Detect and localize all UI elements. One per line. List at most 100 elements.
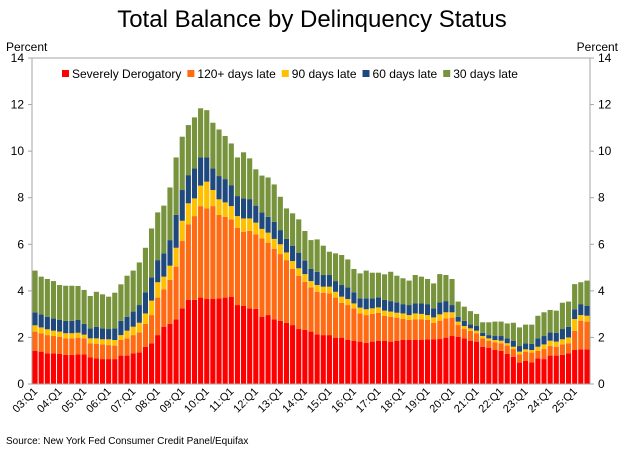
bar-segment-120-days-late	[510, 349, 516, 357]
bar-segment-30-days-late	[283, 208, 290, 239]
bar-segment-60-days-late	[259, 212, 265, 229]
bar-segment-30-days-late	[240, 152, 247, 199]
bar-segment-120-days-late	[461, 329, 467, 339]
bar-segment-severely-derogatory	[302, 329, 308, 384]
bar-segment-60-days-late	[400, 304, 406, 314]
bar-segment-90-days-late	[449, 312, 455, 318]
bar-segment-severely-derogatory	[57, 353, 63, 384]
bar-segment-90-days-late	[99, 339, 106, 345]
bar-segment-120-days-late	[167, 279, 173, 324]
bar-segment-60-days-late	[253, 205, 259, 223]
bar-segment-120-days-late	[32, 331, 38, 351]
x-tick-label: 17:Q1	[354, 386, 384, 416]
bar-segment-120-days-late	[547, 346, 553, 356]
bar-segment-30-days-late	[32, 270, 38, 313]
bar-segment-30-days-late	[222, 136, 228, 180]
bar-segment-120-days-late	[93, 343, 99, 359]
x-tick-label: 10:Q1	[182, 386, 212, 416]
bar-segment-90-days-late	[529, 350, 535, 353]
bar-segment-30-days-late	[388, 271, 394, 302]
bar-segment-60-days-late	[283, 238, 290, 253]
bar-segment-severely-derogatory	[81, 354, 87, 384]
bar-segment-60-days-late	[363, 298, 369, 310]
bar-segment-60-days-late	[412, 303, 418, 314]
bar-segment-120-days-late	[185, 224, 191, 300]
bar-segment-severely-derogatory	[510, 356, 516, 384]
y-tick-label-left: 8	[17, 191, 24, 205]
bar-segment-90-days-late	[492, 339, 498, 343]
legend-label: Severely Derogatory	[72, 67, 181, 81]
y-tick-label-right: 12	[598, 98, 612, 112]
bar-segment-90-days-late	[553, 341, 559, 347]
bar-segment-60-days-late	[167, 240, 173, 266]
bar-segment-severely-derogatory	[32, 350, 38, 384]
bar-segment-90-days-late	[75, 332, 81, 338]
x-tick-label: 25:Q1	[550, 386, 580, 416]
source-note: Source: New York Fed Consumer Credit Pan…	[6, 436, 248, 447]
bar-segment-30-days-late	[351, 268, 357, 293]
bar-segment-90-days-late	[173, 247, 179, 267]
bar-segment-90-days-late	[339, 296, 345, 303]
bar-segment-60-days-late	[290, 245, 296, 262]
bar-segment-120-days-late	[173, 266, 179, 320]
bar-segment-60-days-late	[271, 221, 277, 239]
bar-segment-30-days-late	[455, 301, 461, 317]
bar-segment-120-days-late	[437, 320, 443, 340]
bar-segment-60-days-late	[529, 343, 535, 351]
bar-segment-severely-derogatory	[253, 308, 259, 384]
bar-segment-120-days-late	[443, 318, 449, 338]
bar-segment-severely-derogatory	[204, 299, 210, 384]
bar-segment-severely-derogatory	[553, 355, 559, 384]
bar-segment-120-days-late	[504, 345, 510, 354]
bar-segment-120-days-late	[449, 317, 455, 337]
legend-label: 30 days late	[453, 67, 518, 81]
bar-segment-severely-derogatory	[332, 337, 339, 384]
bar-segment-severely-derogatory	[467, 340, 473, 384]
bar-segment-90-days-late	[198, 185, 204, 207]
bar-segment-30-days-late	[510, 322, 516, 341]
bar-segment-120-days-late	[283, 260, 290, 323]
bar-segment-90-days-late	[547, 340, 553, 347]
bar-segment-30-days-late	[185, 125, 191, 176]
bar-segment-90-days-late	[44, 329, 50, 336]
bar-segment-severely-derogatory	[516, 362, 523, 384]
bar-segment-120-days-late	[363, 315, 369, 343]
bar-segment-90-days-late	[541, 344, 547, 350]
bar-segment-60-days-late	[320, 275, 326, 287]
bar-segment-120-days-late	[290, 268, 296, 326]
bar-segment-severely-derogatory	[504, 353, 510, 384]
bar-segment-60-days-late	[136, 305, 142, 323]
bar-segment-30-days-late	[216, 129, 222, 177]
bar-segment-60-days-late	[161, 253, 167, 277]
bar-segment-120-days-late	[308, 287, 314, 332]
y-tick-label-left: 0	[17, 377, 24, 391]
bar-segment-30-days-late	[326, 251, 332, 276]
bar-segment-120-days-late	[247, 230, 253, 309]
bar-segment-120-days-late	[431, 322, 437, 340]
x-tick-label: 22:Q1	[477, 386, 507, 416]
y-tick-label-right: 8	[598, 191, 605, 205]
bar-segment-30-days-late	[136, 262, 142, 306]
bar-segment-120-days-late	[265, 242, 271, 316]
bar-segment-90-days-late	[345, 299, 351, 306]
bar-segment-120-days-late	[302, 281, 308, 330]
bar-segment-120-days-late	[136, 332, 142, 353]
bar-segment-90-days-late	[486, 338, 492, 341]
bar-segment-30-days-late	[486, 322, 492, 336]
x-tick-label: 23:Q1	[501, 386, 531, 416]
bar-segment-90-days-late	[277, 244, 283, 255]
bar-segment-60-days-late	[486, 335, 492, 339]
bar-segment-90-days-late	[271, 238, 277, 249]
bar-segment-60-days-late	[302, 260, 308, 275]
bar-segment-30-days-late	[130, 270, 136, 312]
bar-segment-120-days-late	[394, 317, 400, 341]
bar-segment-30-days-late	[553, 310, 559, 333]
bar-segment-120-days-late	[382, 316, 388, 341]
bar-segment-120-days-late	[332, 297, 339, 338]
bar-segment-severely-derogatory	[375, 340, 382, 384]
bar-segment-120-days-late	[50, 336, 57, 354]
x-tick-label: 06:Q1	[84, 386, 114, 416]
bar-segment-90-days-late	[302, 274, 308, 282]
bar-segment-120-days-late	[529, 352, 535, 363]
bar-segment-90-days-late	[216, 199, 222, 215]
